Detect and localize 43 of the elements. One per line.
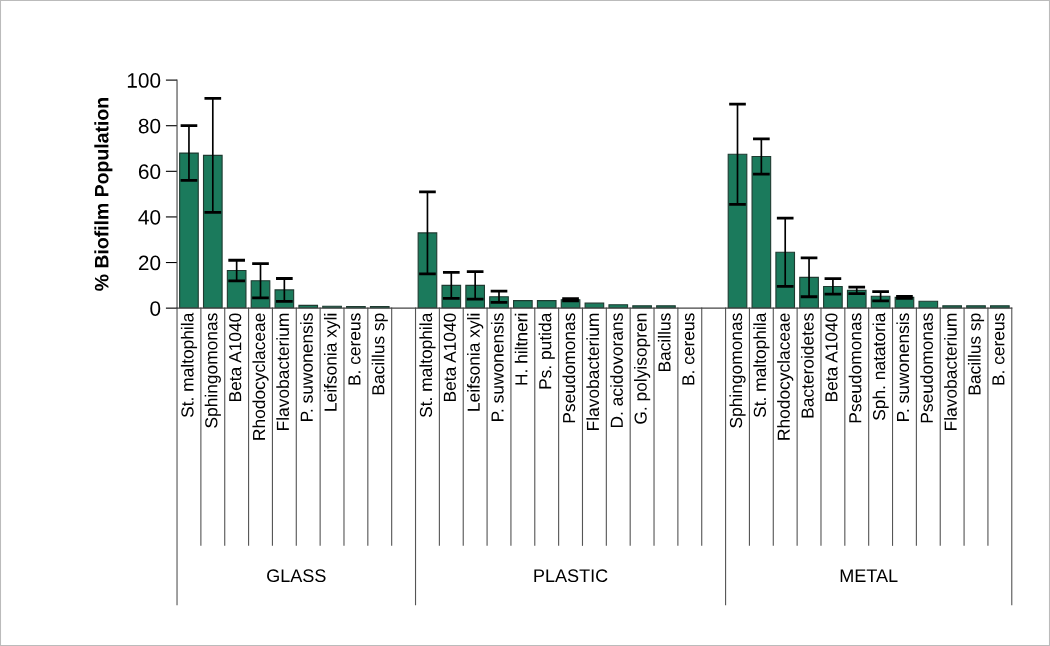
x-tick-label: St. maltophila xyxy=(753,312,770,418)
x-tick-label: Rhodocyclaceae xyxy=(252,313,269,440)
x-tick-label: Sphingomonas xyxy=(729,313,746,428)
x-tick-label: Pseudomonas xyxy=(920,313,933,423)
text: METAL xyxy=(840,569,898,582)
y-tick-label: 100 xyxy=(127,73,161,88)
x-tick-label: Pseudomonas xyxy=(562,313,576,423)
x-tick-label: G. polyisopren xyxy=(634,313,651,424)
text: GLASS xyxy=(267,569,326,583)
text: PLASTIC xyxy=(534,569,608,583)
x-tick-label: P. suwonensis xyxy=(896,313,910,421)
x-tick-label: Flavobacterium xyxy=(586,313,600,430)
x-tick-label: Sph. natatoria xyxy=(872,312,889,421)
x-tick-label: P. suwonensis xyxy=(490,313,504,421)
x-tick-label: Beta A1040 xyxy=(229,313,242,402)
x-tick-label: St. maltophila xyxy=(180,312,198,418)
x-tick-label: B. cereus xyxy=(682,313,695,385)
x-tick-label: B. cereus xyxy=(348,313,361,385)
x-tick-label: P. suwonensis xyxy=(300,313,313,421)
x-tick-label: Bacteroidetes xyxy=(800,313,814,418)
x-tick-label: Flavobacterium xyxy=(944,313,957,430)
x-tick-label: Bacillus sp xyxy=(371,313,388,395)
x-tick-label: D. acidovorans xyxy=(610,313,623,428)
x-tick-label: Beta A1040 xyxy=(443,313,456,402)
x-tick-label: H. hiltneri xyxy=(514,313,528,385)
y-tick-label: 20 xyxy=(138,255,161,271)
y-axis-title: % Biofilm Population xyxy=(94,98,113,291)
x-tick-label: Bacillus sp xyxy=(967,313,985,395)
y-tick-label: 0 xyxy=(150,301,161,316)
x-tick-label: Leifsonia xyli xyxy=(467,313,484,411)
x-tick-label: St. maltophila xyxy=(419,312,436,418)
x-tick-label: Leifsonia xyli xyxy=(323,313,341,411)
x-tick-label: Flavobacterium xyxy=(276,313,290,430)
x-tick-label: Beta A1040 xyxy=(825,313,838,402)
x-tick-label: Pseudomonas xyxy=(848,313,862,423)
x-tick-label: Sphingomonas xyxy=(204,313,221,428)
x-tick-label: B. cereus xyxy=(992,313,1005,385)
x-tick-label: Ps. putida xyxy=(538,312,555,389)
x-tick-label: Bacillus xyxy=(657,313,671,372)
x-tick-label: Rhodocyclaceae xyxy=(777,313,794,440)
y-tick-label: 80 xyxy=(138,118,161,134)
y-tick-label: 60 xyxy=(138,164,161,180)
y-tick-label: 40 xyxy=(138,209,161,225)
